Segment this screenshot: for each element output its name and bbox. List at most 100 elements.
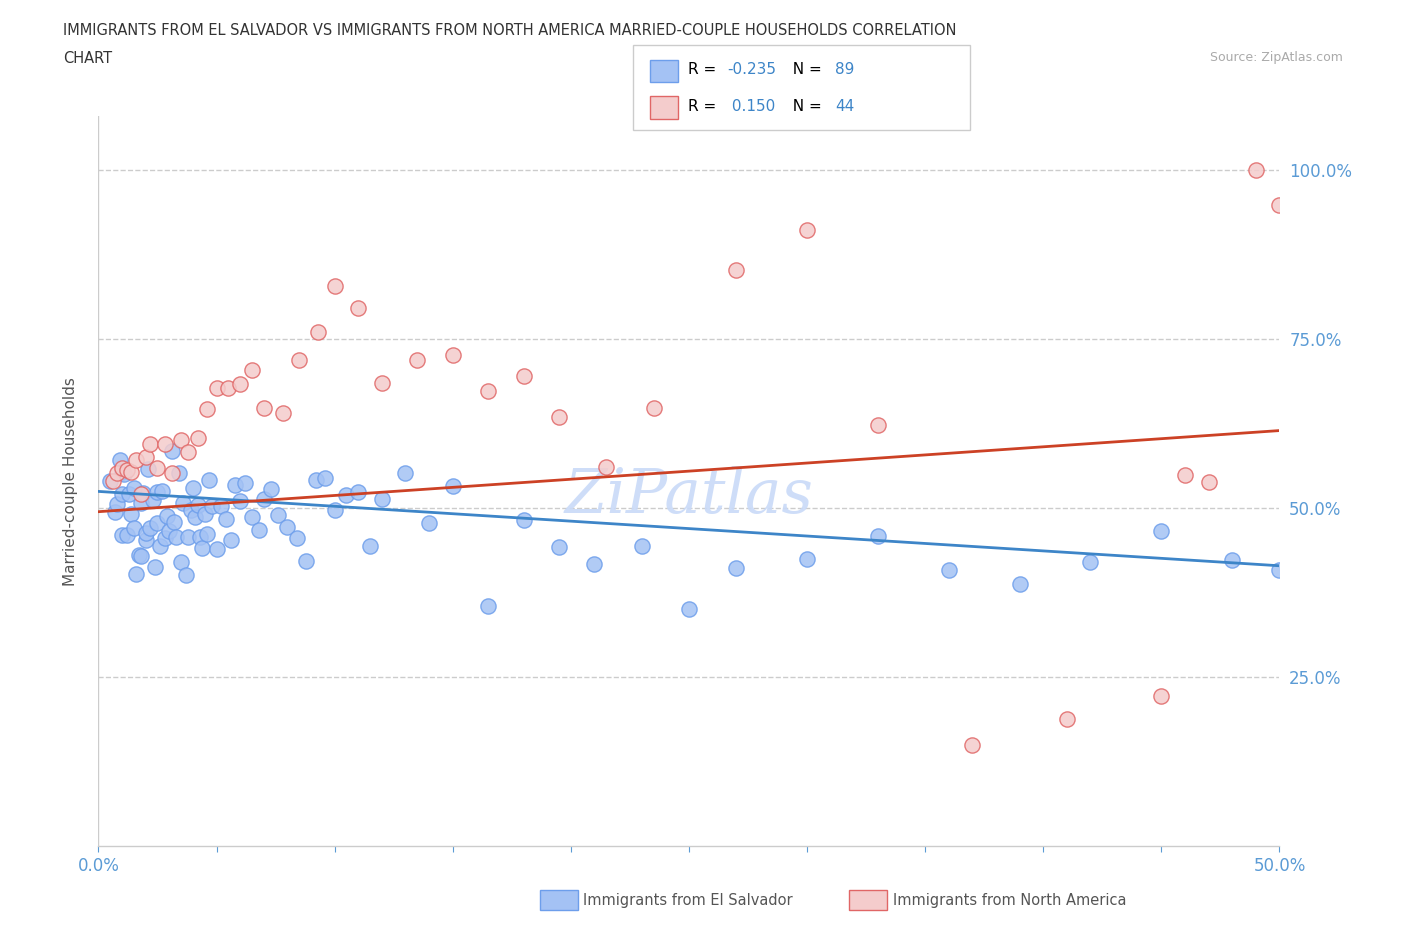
Point [371,375,394,390]
Point [153,531,176,546]
Point [111,465,134,480]
Point [160,444,183,458]
Text: ZiPatlas: ZiPatlas [564,466,814,525]
Point [194,507,217,522]
Point [150,484,173,498]
Point [271,405,294,420]
Point [143,560,166,575]
Point [224,478,246,493]
Point [866,528,889,543]
Point [347,485,370,499]
Point [195,402,218,417]
Point [215,512,238,526]
Text: IMMIGRANTS FROM EL SALVADOR VS IMMIGRANTS FROM NORTH AMERICA MARRIED-COUPLE HOUS: IMMIGRANTS FROM EL SALVADOR VS IMMIGRANT… [63,23,956,38]
Point [285,531,308,546]
Point [129,549,152,564]
Text: Immigrants from El Salvador: Immigrants from El Salvador [583,893,793,908]
Point [195,527,218,542]
Point [595,459,617,474]
Point [1174,467,1197,482]
Point [359,538,381,553]
Point [725,561,748,576]
Point [128,548,150,563]
Point [167,465,190,480]
Point [139,521,162,536]
Point [129,496,152,511]
Point [177,445,200,459]
Point [477,384,499,399]
Text: 44: 44 [835,99,855,114]
Point [323,278,346,293]
Point [122,481,145,496]
Point [146,515,169,530]
Point [938,563,960,578]
Point [180,502,202,517]
Point [866,418,889,432]
Point [512,369,534,384]
Point [1268,563,1291,578]
Text: Immigrants from North America: Immigrants from North America [893,893,1126,908]
Point [115,527,138,542]
Point [170,554,193,569]
Point [104,505,127,520]
Point [125,566,148,581]
Point [260,481,283,496]
Text: N =: N = [783,99,827,114]
Point [98,474,121,489]
Point [187,431,209,445]
Point [188,529,211,544]
Point [135,449,157,464]
Point [160,466,183,481]
Point [112,467,135,482]
Text: -0.235: -0.235 [727,62,776,77]
Text: CHART: CHART [63,51,112,66]
Text: 0.150: 0.150 [727,99,775,114]
Point [139,436,162,451]
Text: R =: R = [688,99,721,114]
Text: Source: ZipAtlas.com: Source: ZipAtlas.com [1209,51,1343,64]
Point [1008,577,1031,591]
Point [149,538,172,553]
Point [1268,197,1291,212]
Text: N =: N = [783,62,827,77]
Point [146,485,169,499]
Point [406,352,429,367]
Point [217,380,239,395]
Point [205,542,228,557]
Point [253,492,276,507]
Point [177,530,200,545]
Point [295,553,318,568]
Point [1220,552,1243,567]
Point [233,475,256,490]
Point [118,486,141,501]
Point [288,352,311,367]
Point [441,348,464,363]
Point [418,515,440,530]
Point [796,222,818,237]
Point [101,473,124,488]
Point [198,472,221,487]
Point [122,520,145,535]
Point [1080,555,1102,570]
Point [181,481,204,496]
Point [1244,163,1267,178]
Point [371,491,394,506]
Point [643,401,665,416]
Point [156,509,179,524]
Point [170,432,193,447]
Point [276,520,298,535]
Point [347,300,370,315]
Point [335,487,357,502]
Point [247,523,270,538]
Text: 89: 89 [835,62,855,77]
Y-axis label: Married-couple Households: Married-couple Households [63,377,77,586]
Point [229,377,252,392]
Point [163,515,186,530]
Point [146,460,169,475]
Point [209,498,232,513]
Point [725,263,748,278]
Point [1056,711,1078,726]
Point [240,362,263,377]
Point [1150,689,1173,704]
Point [165,529,187,544]
